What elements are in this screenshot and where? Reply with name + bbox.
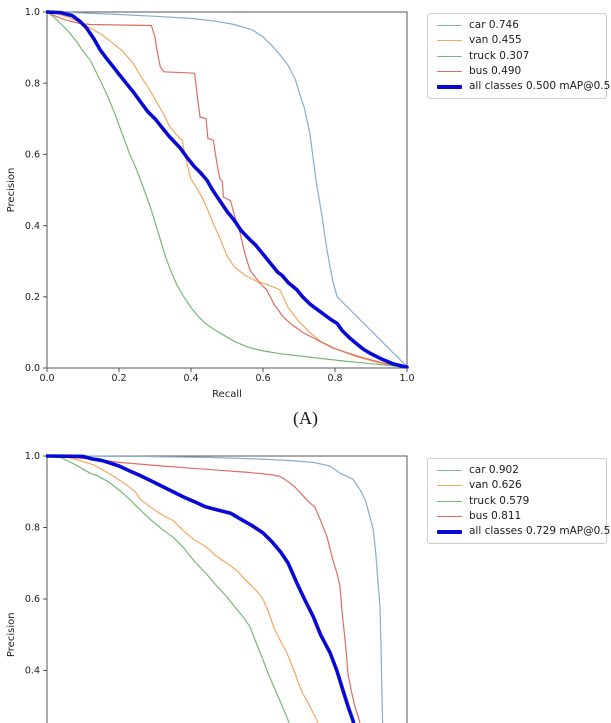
curve-bus — [46, 455, 361, 723]
axes-spines — [46, 11, 408, 369]
x-tick-label: 0.4 — [183, 373, 198, 384]
legend-item: car 0.902 — [434, 463, 600, 478]
legend-label: truck 0.307 — [469, 49, 530, 62]
y-tick-label: 1.0 — [25, 451, 40, 462]
curve-van — [46, 455, 319, 723]
legend-line-swatch — [437, 25, 462, 26]
curve-all-classes — [46, 10, 409, 369]
legend-item: van 0.455 — [434, 33, 600, 48]
curve-all-classes — [46, 454, 356, 723]
legend-line-swatch — [437, 485, 462, 487]
legend-label: van 0.626 — [469, 479, 522, 492]
y-tick-label: 0.8 — [25, 523, 40, 534]
y-tick-label: 1.0 — [25, 7, 40, 18]
legend-line-swatch — [437, 55, 462, 57]
curve-bus — [46, 11, 408, 368]
legend-line-swatch — [437, 40, 462, 42]
legend-label: car 0.902 — [469, 464, 519, 476]
legend-item: all classes 0.500 mAP@0.5 — [434, 79, 610, 94]
legend-line-swatch — [437, 515, 462, 517]
legend-line-swatch — [437, 500, 462, 502]
curve-car — [46, 11, 408, 368]
x-axis-label: Recall — [212, 389, 242, 400]
x-tick-label: 0.8 — [327, 373, 342, 384]
x-tick-label: 0.2 — [111, 373, 126, 384]
y-axis-label: Precision — [6, 168, 17, 213]
y-tick-label: 0.2 — [25, 292, 40, 303]
legend-line-swatch — [437, 470, 462, 471]
y-tick-label: 0.4 — [25, 221, 40, 232]
curve-van — [46, 11, 408, 368]
pr-chart-bottom: 0.4 0.6 0.8 1.0 Precision car 0.902 van 0.626… — [0, 440, 611, 723]
legend-label: car 0.746 — [469, 19, 519, 31]
panel-caption-a: (A) — [293, 408, 318, 428]
curve-truck — [46, 455, 290, 723]
legend-label: truck 0.579 — [469, 494, 530, 507]
legend-box-bottom: car 0.902 van 0.626 truck 0.579 bus 0.811 al… — [427, 458, 610, 544]
legend-item: truck 0.307 — [434, 49, 600, 64]
legend-item: car 0.746 — [434, 18, 600, 33]
legend-label: all classes 0.500 mAP@0.5 — [469, 80, 611, 92]
legend-item: van 0.626 — [434, 478, 600, 493]
legend-line-swatch — [437, 529, 462, 534]
legend-label: all classes 0.729 mAP@0.5 — [469, 525, 611, 537]
legend-item: bus 0.490 — [434, 64, 600, 79]
x-tick-label: 0.6 — [255, 373, 270, 384]
legend-line-swatch — [437, 70, 462, 72]
y-axis-label: Precision — [6, 612, 17, 657]
y-tick-label: 0.0 — [25, 363, 40, 374]
x-tick-label: 1.0 — [399, 373, 414, 384]
pr-chart-top: 0.0 0.2 0.4 0.6 0.8 1.0 0.0 0.2 0.4 0.6 0.8 1.0 Reca… — [6, 7, 610, 400]
legend-label: bus 0.811 — [469, 509, 522, 522]
legend-item: all classes 0.729 mAP@0.5 — [434, 524, 610, 539]
legend-label: bus 0.490 — [469, 64, 522, 77]
legend-label: van 0.455 — [469, 34, 522, 47]
y-tick-label: 0.6 — [25, 594, 40, 605]
plot-canvas: 0.4 0.6 0.8 1.0 Precision — [6, 451, 408, 723]
y-tick-label: 0.8 — [25, 78, 40, 89]
curve-truck — [46, 11, 408, 368]
legend-item: truck 0.579 — [434, 494, 600, 509]
plot-canvas: 0.0 0.2 0.4 0.6 0.8 1.0 0.0 0.2 0.4 0.6 0.8 1.0 Reca… — [6, 7, 415, 400]
x-tick-label: 0.0 — [39, 373, 54, 384]
legend-item: bus 0.811 — [434, 509, 600, 524]
y-tick-label: 0.6 — [25, 150, 40, 161]
axes-spines — [46, 455, 408, 723]
legend-line-swatch — [437, 84, 462, 89]
legend-box-top: car 0.746 van 0.455 truck 0.307 bus 0.490 al… — [427, 13, 610, 99]
curve-car — [46, 455, 384, 723]
y-tick-label: 0.4 — [25, 666, 40, 677]
